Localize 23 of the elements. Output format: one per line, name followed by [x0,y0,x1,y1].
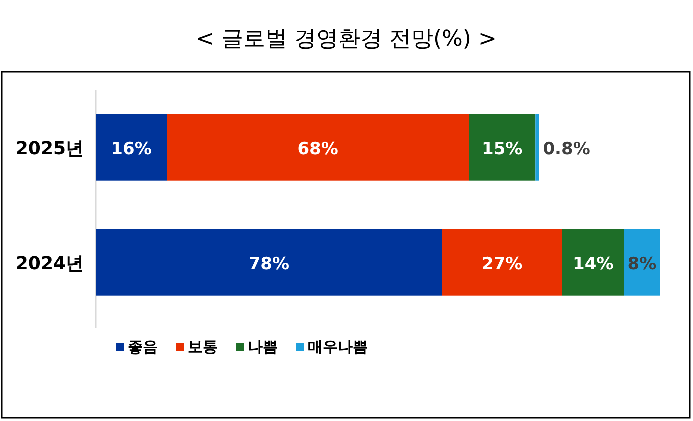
y-tick-label: 2025년 [16,138,84,160]
bar [562,229,624,296]
legend-label: 매우나쁨 [308,338,368,356]
legend-label: 좋음 [128,338,158,356]
data-label: 68% [298,140,338,160]
chart-title: < 글로벌 경영환경 전망(%) > [196,27,497,52]
bar [469,114,536,181]
data-label: 8% [628,254,657,274]
data-label: 14% [573,254,614,274]
bar [96,114,168,181]
data-label: 0.8% [543,140,590,160]
bar [442,229,562,296]
bar [167,114,470,181]
y-tick-label: 2024년 [16,254,84,274]
legend-label: 보통 [188,338,218,356]
data-label: 27% [482,254,523,274]
data-label: 15% [482,140,523,160]
legend-label: 나쁨 [248,338,278,356]
bar [96,229,442,296]
bar [536,114,540,181]
data-label: 16% [111,140,152,160]
data-label: 78% [248,254,290,274]
bar [624,229,660,296]
